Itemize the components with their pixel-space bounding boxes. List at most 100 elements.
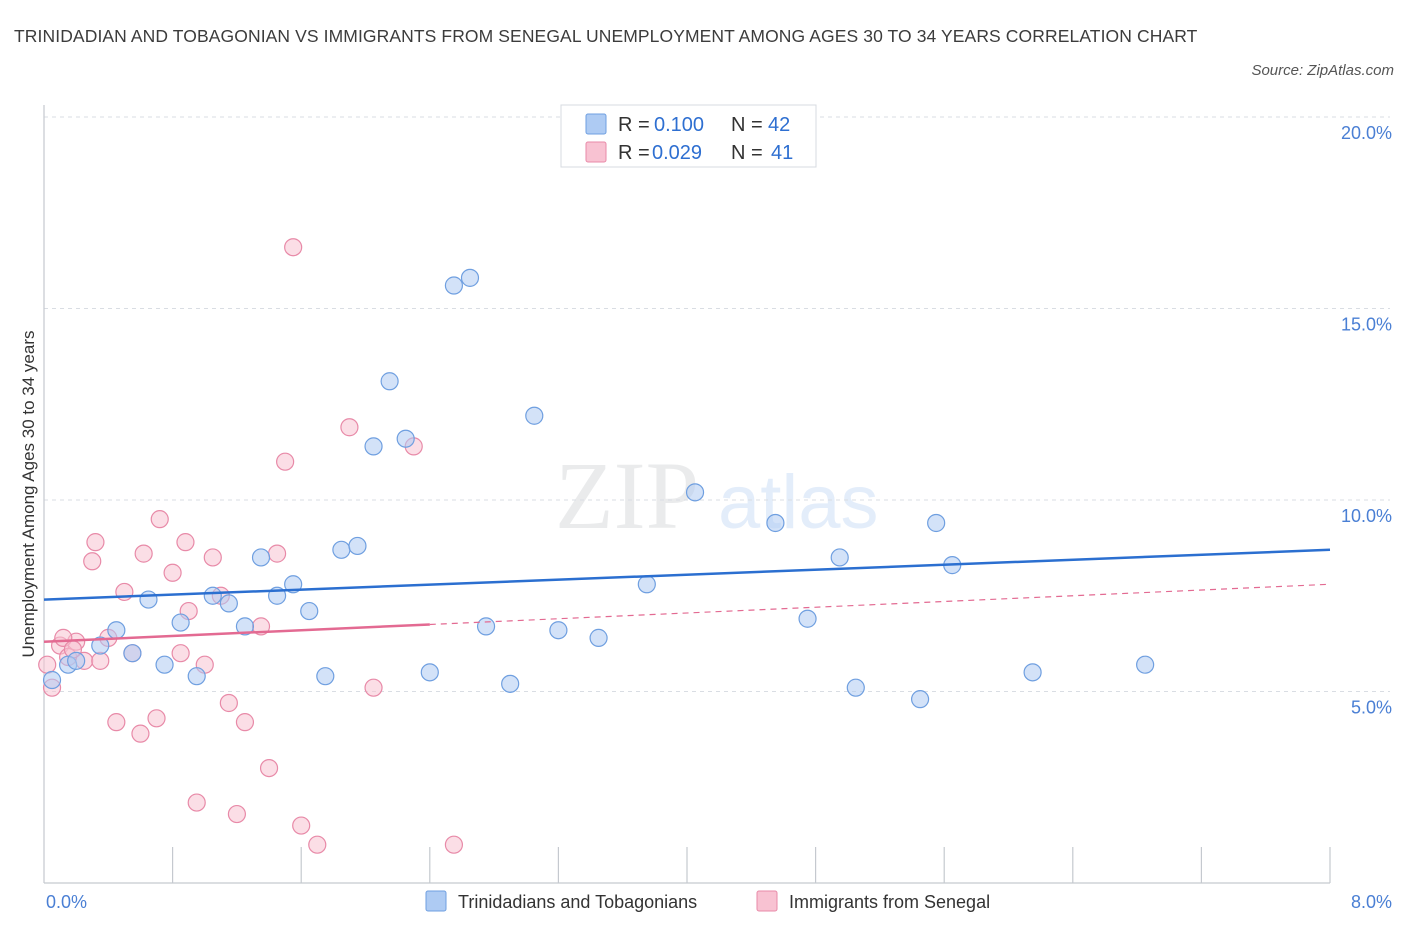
- trinidad-point-38: [927, 513, 946, 533]
- trinidad-point-11: [219, 594, 238, 613]
- senegal-point-10: [107, 713, 126, 732]
- trend-line-senegal-solid: [43, 623, 430, 643]
- y-axis-label: Unemployment Among Ages 30 to 34 years: [19, 331, 38, 658]
- watermark-atlas: atlas: [718, 460, 879, 545]
- trinidad-point-21: [380, 372, 399, 391]
- x-tick-label-min: 0.0%: [46, 892, 87, 912]
- trinidad-point-28: [525, 406, 544, 425]
- senegal-point-27: [235, 713, 255, 732]
- senegal-point-16: [150, 510, 169, 529]
- trinidad-point-5: [123, 644, 142, 663]
- watermark: ZIP atlas: [555, 442, 879, 549]
- senegal-point-15: [147, 709, 166, 728]
- y-tick-labels: 5.0% 10.0% 15.0% 20.0%: [1341, 123, 1392, 718]
- trinidad-point-20: [364, 437, 383, 456]
- y-tick-label: 5.0%: [1351, 698, 1392, 718]
- trinidad-point-13: [251, 548, 271, 567]
- trinidad-point-15: [284, 575, 303, 594]
- senegal-point-34: [308, 835, 327, 854]
- legend-n-label-1: N =: [731, 114, 763, 136]
- trinidad-point-30: [589, 628, 608, 647]
- y-tick-label: 10.0%: [1341, 506, 1392, 526]
- senegal-point-6: [83, 552, 102, 571]
- trinidad-point-3: [91, 636, 110, 655]
- x-tick-label-max: 8.0%: [1351, 892, 1392, 912]
- chart-title: TRINIDADIAN AND TOBAGONIAN VS IMMIGRANTS…: [14, 26, 1198, 46]
- trinidad-point-40: [1023, 663, 1042, 682]
- senegal-point-33: [292, 816, 311, 835]
- trinidad-point-34: [798, 609, 817, 628]
- senegal-point-0: [38, 655, 57, 674]
- trinidad-point-9: [187, 667, 206, 686]
- trinidad-point-17: [316, 667, 335, 686]
- senegal-point-31: [276, 452, 295, 471]
- trend-lines: [43, 548, 1331, 643]
- series-senegal-points: [38, 238, 464, 854]
- trend-line-senegal-dashed: [429, 583, 1331, 626]
- legend-n-value-2: 41: [771, 142, 793, 164]
- senegal-point-23: [203, 548, 222, 567]
- trend-line-trinidad: [43, 548, 1331, 601]
- trinidad-point-26: [476, 617, 496, 636]
- legend-swatch-senegal: [585, 141, 607, 163]
- senegal-point-32: [284, 238, 303, 257]
- gridlines: [44, 116, 1390, 692]
- senegal-point-14: [134, 544, 153, 563]
- watermark-zip: ZIP: [555, 442, 699, 549]
- trinidad-point-8: [171, 613, 190, 632]
- trinidad-point-4: [107, 621, 126, 640]
- trinidad-point-12: [235, 617, 255, 636]
- trinidad-point-35: [830, 548, 849, 567]
- senegal-point-18: [171, 644, 190, 663]
- bottom-legend-label-senegal: Immigrants from Senegal: [789, 892, 990, 912]
- senegal-point-19: [176, 533, 195, 552]
- trinidad-point-36: [846, 678, 865, 697]
- source-label: Source: ZipAtlas.com: [1251, 62, 1394, 79]
- trinidad-point-24: [444, 276, 464, 295]
- legend-n-label-2: N =: [731, 142, 763, 164]
- trinidad-point-22: [396, 429, 415, 448]
- trinidad-point-23: [420, 663, 439, 682]
- trinidad-point-31: [637, 575, 656, 594]
- senegal-point-29: [259, 758, 279, 778]
- legend-n-value-1: 42: [768, 114, 790, 136]
- trinidad-point-2: [67, 651, 86, 670]
- bottom-legend-swatch-senegal: [756, 890, 778, 912]
- legend-r-label-2: R =: [618, 142, 650, 164]
- bottom-legend-swatch-trinidad: [425, 890, 447, 912]
- senegal-point-25: [219, 693, 238, 713]
- trinidad-point-16: [300, 601, 319, 621]
- bottom-legend-label-trinidad: Trinidadians and Tobagonians: [458, 892, 697, 912]
- senegal-point-8: [91, 651, 110, 670]
- trinidad-point-37: [910, 690, 930, 709]
- senegal-point-21: [187, 793, 206, 812]
- trinidad-point-6: [139, 590, 158, 609]
- senegal-point-36: [364, 678, 383, 697]
- legend-r-value-2: 0.029: [652, 142, 702, 164]
- series-legend: Trinidadians and Tobagonians Immigrants …: [425, 890, 990, 912]
- y-tick-label: 20.0%: [1341, 123, 1392, 143]
- trinidad-point-19: [348, 536, 367, 556]
- y-tick-label: 15.0%: [1341, 315, 1392, 335]
- trinidad-point-25: [460, 268, 480, 287]
- trinidad-point-29: [549, 621, 568, 640]
- legend-r-label-1: R =: [618, 114, 650, 136]
- senegal-point-26: [227, 804, 246, 824]
- trinidad-point-32: [685, 483, 705, 502]
- legend-r-value-1: 0.100: [654, 114, 704, 136]
- senegal-point-7: [86, 533, 105, 552]
- senegal-point-13: [131, 724, 150, 743]
- trinidad-point-10: [203, 586, 222, 605]
- series-trinidad-points: [42, 268, 1155, 709]
- trinidad-point-7: [155, 655, 174, 674]
- legend-swatch-trinidad: [585, 113, 607, 135]
- x-ticks: [172, 847, 1331, 883]
- trinidad-point-18: [332, 540, 351, 559]
- senegal-point-35: [340, 418, 359, 437]
- senegal-point-17: [163, 563, 182, 582]
- senegal-point-30: [267, 544, 287, 563]
- correlation-legend: R = 0.100 N = 42 R = 0.029 N = 41: [560, 104, 817, 168]
- trinidad-point-27: [501, 674, 520, 693]
- senegal-point-38: [444, 835, 464, 854]
